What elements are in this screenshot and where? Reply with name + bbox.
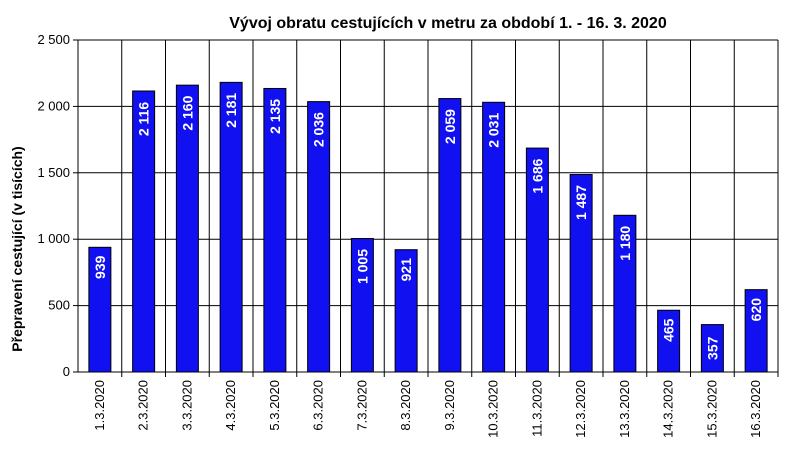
y-tick-label: 2 000 [37, 98, 70, 113]
data-label: 2 036 [311, 112, 327, 147]
x-tick-label: 7.3.2020 [354, 380, 369, 431]
x-tick-labels: 1.3.2020 2.3.2020 3.3.2020 4.3.2020 5.3.2020… [92, 380, 763, 438]
data-label: 465 [661, 318, 677, 342]
x-tick-label: 1.3.2020 [92, 380, 107, 431]
data-label: 1 005 [354, 249, 370, 284]
data-label: 2 135 [267, 99, 283, 134]
data-label: 357 [704, 336, 720, 360]
x-tick-label: 16.3.2020 [748, 380, 763, 438]
y-tick-label: 500 [48, 298, 70, 313]
data-label: 1 487 [573, 185, 589, 220]
x-tick-label: 8.3.2020 [398, 380, 413, 431]
bars [88, 81, 768, 373]
x-tick-label: 5.3.2020 [267, 380, 282, 431]
data-label: 2 160 [179, 95, 195, 130]
data-label: 2 116 [136, 102, 152, 136]
y-tick-label: 0 [63, 364, 70, 379]
x-tick-label: 13.3.2020 [617, 380, 632, 438]
axes [73, 39, 779, 377]
y-tick-label: 2 500 [37, 32, 70, 47]
y-tick-label: 1 000 [37, 231, 70, 246]
data-label: 2 031 [486, 113, 502, 148]
data-label: 921 [398, 258, 414, 282]
x-tick-label: 11.3.2020 [529, 380, 544, 437]
x-tick-label: 12.3.2020 [573, 380, 588, 438]
data-label: 620 [748, 298, 764, 322]
y-axis-label: Přepravení cestující (v tisících) [9, 146, 25, 351]
data-label: 1 686 [529, 158, 545, 193]
y-tick-labels: 0 500 1 000 1 500 2 000 2 500 [37, 32, 70, 379]
x-tick-label: 3.3.2020 [179, 380, 194, 431]
x-tick-label: 6.3.2020 [311, 380, 326, 431]
data-label: 2 181 [223, 93, 239, 128]
data-label: 939 [92, 255, 108, 279]
data-label: 1 180 [617, 226, 633, 261]
x-tick-label: 15.3.2020 [704, 380, 719, 438]
data-labels: 939 2 116 2 160 2 181 2 135 2 036 1 005 921 2 05… [92, 93, 764, 360]
x-tick-label: 4.3.2020 [223, 380, 238, 431]
y-tick-label: 1 500 [37, 165, 70, 180]
x-tick-label: 9.3.2020 [442, 380, 457, 431]
x-tick-label: 2.3.2020 [136, 380, 151, 431]
chart-title: Vývoj obratu cestujících v metru za obdo… [229, 15, 667, 32]
data-label: 2 059 [442, 109, 458, 144]
x-tick-label: 10.3.2020 [486, 380, 501, 438]
x-tick-label: 14.3.2020 [661, 380, 676, 438]
